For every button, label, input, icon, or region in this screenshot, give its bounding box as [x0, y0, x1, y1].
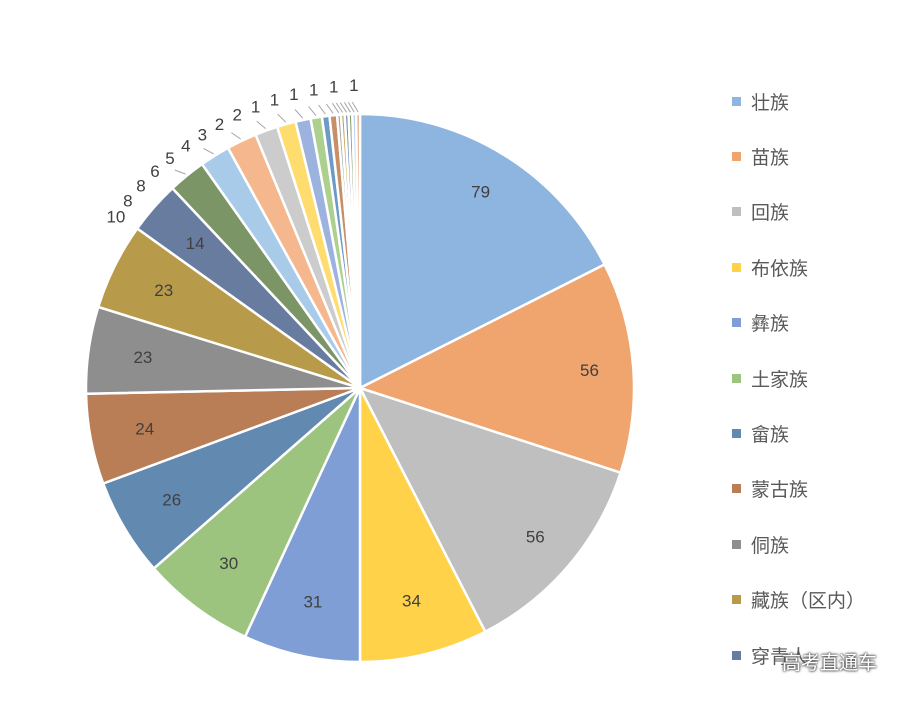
legend-label: 蒙古族: [751, 479, 809, 502]
legend-item-10: 藏族（区内）: [732, 585, 865, 615]
legend-label: 彝族: [751, 313, 790, 336]
legend-swatch: [732, 650, 741, 660]
legend-swatch: [732, 96, 741, 106]
data-label-16: 5: [165, 149, 174, 168]
legend-item-2: 苗族: [732, 141, 789, 171]
leader-line-24: [343, 102, 351, 113]
leader-line-25: [347, 101, 355, 113]
legend-label: 侗族: [751, 534, 790, 557]
legend-item-4: 布依族: [732, 252, 808, 282]
data-label-18: 3: [198, 126, 207, 145]
data-label-1: 79: [471, 183, 490, 202]
data-label-6: 30: [219, 554, 238, 573]
legend-label: 壮族: [751, 91, 790, 114]
pie-slices: [84, 112, 636, 664]
leader-line-16: [277, 113, 287, 123]
leader-line-20: [325, 103, 334, 114]
legend-label: 回族: [751, 202, 790, 225]
leader-line-22: [335, 102, 344, 113]
legend-item-7: 畲族: [732, 418, 789, 448]
leader-line-14: [231, 132, 241, 140]
legend-label: 藏族（区内）: [751, 590, 866, 613]
data-label-2: 56: [580, 361, 599, 380]
legend-label: 畲族: [751, 423, 790, 446]
data-label-7: 26: [162, 491, 181, 510]
legend-swatch: [732, 151, 741, 161]
data-label-14: 8: [136, 176, 145, 195]
data-label-12: 10: [106, 208, 125, 227]
data-label-9: 23: [133, 348, 152, 367]
pie-slice-2: [356, 262, 636, 475]
legend-item-9: 侗族: [732, 529, 789, 559]
legend-item-11: 穿青人: [732, 640, 808, 670]
data-label-20: 2: [232, 106, 241, 125]
legend-swatch: [732, 207, 741, 217]
legend-label: 布依族: [751, 257, 809, 280]
legend-label: 土家族: [751, 368, 809, 391]
data-label-19: 2: [215, 115, 224, 134]
legend-swatch: [732, 373, 741, 383]
leader-line-17: [294, 109, 303, 119]
data-label-8: 24: [135, 420, 154, 439]
pie-slice-1: [358, 112, 607, 391]
leader-line-18: [308, 106, 317, 116]
legend-swatch: [732, 539, 741, 549]
data-label-22: 1: [270, 91, 279, 110]
legend-label: 苗族: [751, 146, 790, 169]
legend-item-5: 彝族: [732, 308, 789, 338]
data-label-24: 1: [309, 81, 318, 100]
leader-line-12: [174, 169, 186, 175]
legend-item-1: 壮族: [732, 86, 789, 116]
leader-line-19: [318, 104, 326, 115]
leader-line-13: [203, 148, 214, 155]
pie-slice-5: [243, 387, 362, 664]
data-label-26: 1: [349, 76, 358, 95]
data-label-10: 23: [154, 281, 173, 300]
legend-item-6: 土家族: [732, 363, 808, 393]
pie-slice-4: [358, 387, 487, 664]
pie-slice-3: [357, 385, 623, 634]
data-label-3: 56: [526, 528, 545, 547]
legend-swatch: [732, 595, 741, 605]
leader-line-26: [351, 101, 359, 113]
data-label-4: 34: [402, 592, 421, 611]
legend-swatch: [732, 318, 741, 328]
data-label-21: 1: [251, 98, 260, 117]
leader-lines: [174, 101, 359, 175]
data-label-5: 31: [303, 593, 322, 612]
leader-line-15: [256, 120, 266, 129]
pie-slice-6: [152, 387, 362, 639]
pie-slice-26: [354, 112, 362, 389]
legend-swatch: [732, 484, 741, 494]
leader-line-23: [339, 102, 347, 113]
data-label-25: 1: [329, 77, 338, 96]
data-label-17: 4: [181, 137, 190, 156]
legend-item-8: 蒙古族: [732, 474, 808, 504]
legend-item-3: 回族: [732, 197, 789, 227]
data-label-23: 1: [289, 85, 298, 104]
legend-label: 穿青人: [751, 645, 809, 668]
watermark: 高考直通车: [782, 652, 878, 674]
data-label-11: 14: [186, 234, 205, 253]
legend-swatch: [732, 428, 741, 438]
legend-swatch: [732, 262, 741, 272]
data-label-13: 8: [123, 192, 132, 211]
data-label-15: 6: [150, 162, 159, 181]
leader-line-21: [331, 103, 340, 114]
